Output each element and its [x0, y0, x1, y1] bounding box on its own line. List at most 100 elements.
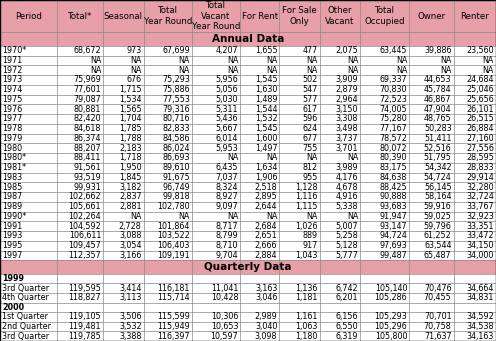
Text: Seasonal: Seasonal: [104, 12, 143, 20]
Text: 3,182: 3,182: [119, 183, 141, 192]
Text: NA: NA: [227, 153, 238, 162]
Text: 1,161: 1,161: [296, 312, 318, 321]
Text: 63,445: 63,445: [380, 46, 407, 55]
Text: 105,140: 105,140: [374, 284, 407, 293]
Text: 25,046: 25,046: [466, 85, 494, 94]
Bar: [0, 143, 496, 153]
Text: 1987: 1987: [2, 192, 22, 202]
Text: 617: 617: [303, 105, 318, 114]
Text: 1979: 1979: [2, 134, 22, 143]
Text: For Rent: For Rent: [242, 12, 278, 20]
Text: 86,374: 86,374: [73, 134, 101, 143]
Text: 4th Quarter: 4th Quarter: [2, 293, 49, 302]
Text: NA: NA: [90, 56, 101, 65]
Text: NA: NA: [266, 66, 277, 75]
Text: 1,788: 1,788: [119, 134, 141, 143]
Text: 54,724: 54,724: [424, 173, 451, 182]
Text: 69,337: 69,337: [379, 75, 407, 85]
Text: NA: NA: [179, 56, 190, 65]
Text: 58,164: 58,164: [424, 192, 451, 202]
Text: 80,881: 80,881: [74, 105, 101, 114]
Text: 1995: 1995: [2, 241, 22, 250]
Text: NA: NA: [130, 66, 141, 75]
Text: NA: NA: [347, 66, 358, 75]
Text: 1990*: 1990*: [2, 212, 26, 221]
Text: 6,201: 6,201: [336, 293, 358, 302]
Text: 2,728: 2,728: [119, 222, 141, 231]
Text: 59,025: 59,025: [424, 212, 451, 221]
Text: 99,487: 99,487: [379, 251, 407, 260]
Text: 1,704: 1,704: [119, 115, 141, 123]
Text: 86,024: 86,024: [162, 144, 190, 153]
Text: 115,599: 115,599: [157, 312, 190, 321]
Text: 102,264: 102,264: [68, 212, 101, 221]
Bar: [0, 322, 496, 331]
Text: 34,000: 34,000: [467, 251, 494, 260]
Text: 29,914: 29,914: [466, 173, 494, 182]
Text: 27,160: 27,160: [466, 134, 494, 143]
Bar: [0, 173, 496, 182]
Text: 1,544: 1,544: [255, 105, 277, 114]
Text: 3,308: 3,308: [336, 115, 358, 123]
Text: 65,487: 65,487: [424, 251, 451, 260]
Text: 99,818: 99,818: [162, 192, 190, 202]
Text: 4,176: 4,176: [336, 173, 358, 182]
Text: 103,522: 103,522: [157, 232, 190, 240]
Text: 1997: 1997: [2, 251, 22, 260]
Bar: [0, 211, 496, 221]
Text: NA: NA: [307, 66, 318, 75]
Text: 1,181: 1,181: [296, 293, 318, 302]
Text: 1,063: 1,063: [296, 322, 318, 331]
Text: 26,884: 26,884: [467, 124, 494, 133]
Text: 59,916: 59,916: [424, 202, 451, 211]
Text: 71,637: 71,637: [424, 332, 451, 341]
Text: 1,115: 1,115: [295, 202, 318, 211]
Text: 105,661: 105,661: [68, 202, 101, 211]
Text: 3,989: 3,989: [336, 163, 358, 172]
Text: 23,560: 23,560: [466, 46, 494, 55]
Text: 32,923: 32,923: [466, 212, 494, 221]
Text: 119,481: 119,481: [68, 322, 101, 331]
Text: 1,532: 1,532: [255, 115, 277, 123]
Text: 6,550: 6,550: [336, 322, 358, 331]
Text: 2,666: 2,666: [255, 241, 277, 250]
Text: 59,796: 59,796: [424, 222, 451, 231]
Text: 2,884: 2,884: [255, 251, 277, 260]
Text: NA: NA: [347, 212, 358, 221]
Text: 1,043: 1,043: [296, 251, 318, 260]
Text: 1st Quarter: 1st Quarter: [2, 312, 48, 321]
Text: NA: NA: [440, 56, 451, 65]
Text: NA: NA: [307, 153, 318, 162]
Text: 1993: 1993: [2, 232, 22, 240]
Text: 77,167: 77,167: [379, 124, 407, 133]
Text: 1981*: 1981*: [2, 163, 26, 172]
Text: 91,947: 91,947: [379, 212, 407, 221]
Text: NA: NA: [483, 66, 494, 75]
Text: 5,338: 5,338: [336, 202, 358, 211]
Text: 32,724: 32,724: [466, 192, 494, 202]
Text: 116,397: 116,397: [157, 332, 190, 341]
Text: 2,964: 2,964: [336, 95, 358, 104]
Text: 5,667: 5,667: [216, 124, 238, 133]
Text: 3,414: 3,414: [119, 284, 141, 293]
Text: 26,101: 26,101: [467, 105, 494, 114]
Text: Renter: Renter: [460, 12, 489, 20]
Text: 1,715: 1,715: [119, 85, 141, 94]
Text: 1,600: 1,600: [255, 134, 277, 143]
Text: Total
Vacant
Year Round: Total Vacant Year Round: [192, 1, 240, 31]
Text: NA: NA: [266, 153, 277, 162]
Bar: [0, 114, 496, 124]
Text: 118,827: 118,827: [68, 293, 101, 302]
Text: 51,411: 51,411: [424, 134, 451, 143]
Text: 11,041: 11,041: [211, 284, 238, 293]
Text: Period: Period: [15, 12, 42, 20]
Text: 106,611: 106,611: [69, 232, 101, 240]
Text: 3,909: 3,909: [336, 75, 358, 85]
Bar: [0, 231, 496, 241]
Text: NA: NA: [179, 66, 190, 75]
Text: 79,087: 79,087: [73, 95, 101, 104]
Text: 1,497: 1,497: [255, 144, 277, 153]
Text: 84,586: 84,586: [162, 134, 190, 143]
Bar: [0, 56, 496, 65]
Text: 2,651: 2,651: [255, 232, 277, 240]
